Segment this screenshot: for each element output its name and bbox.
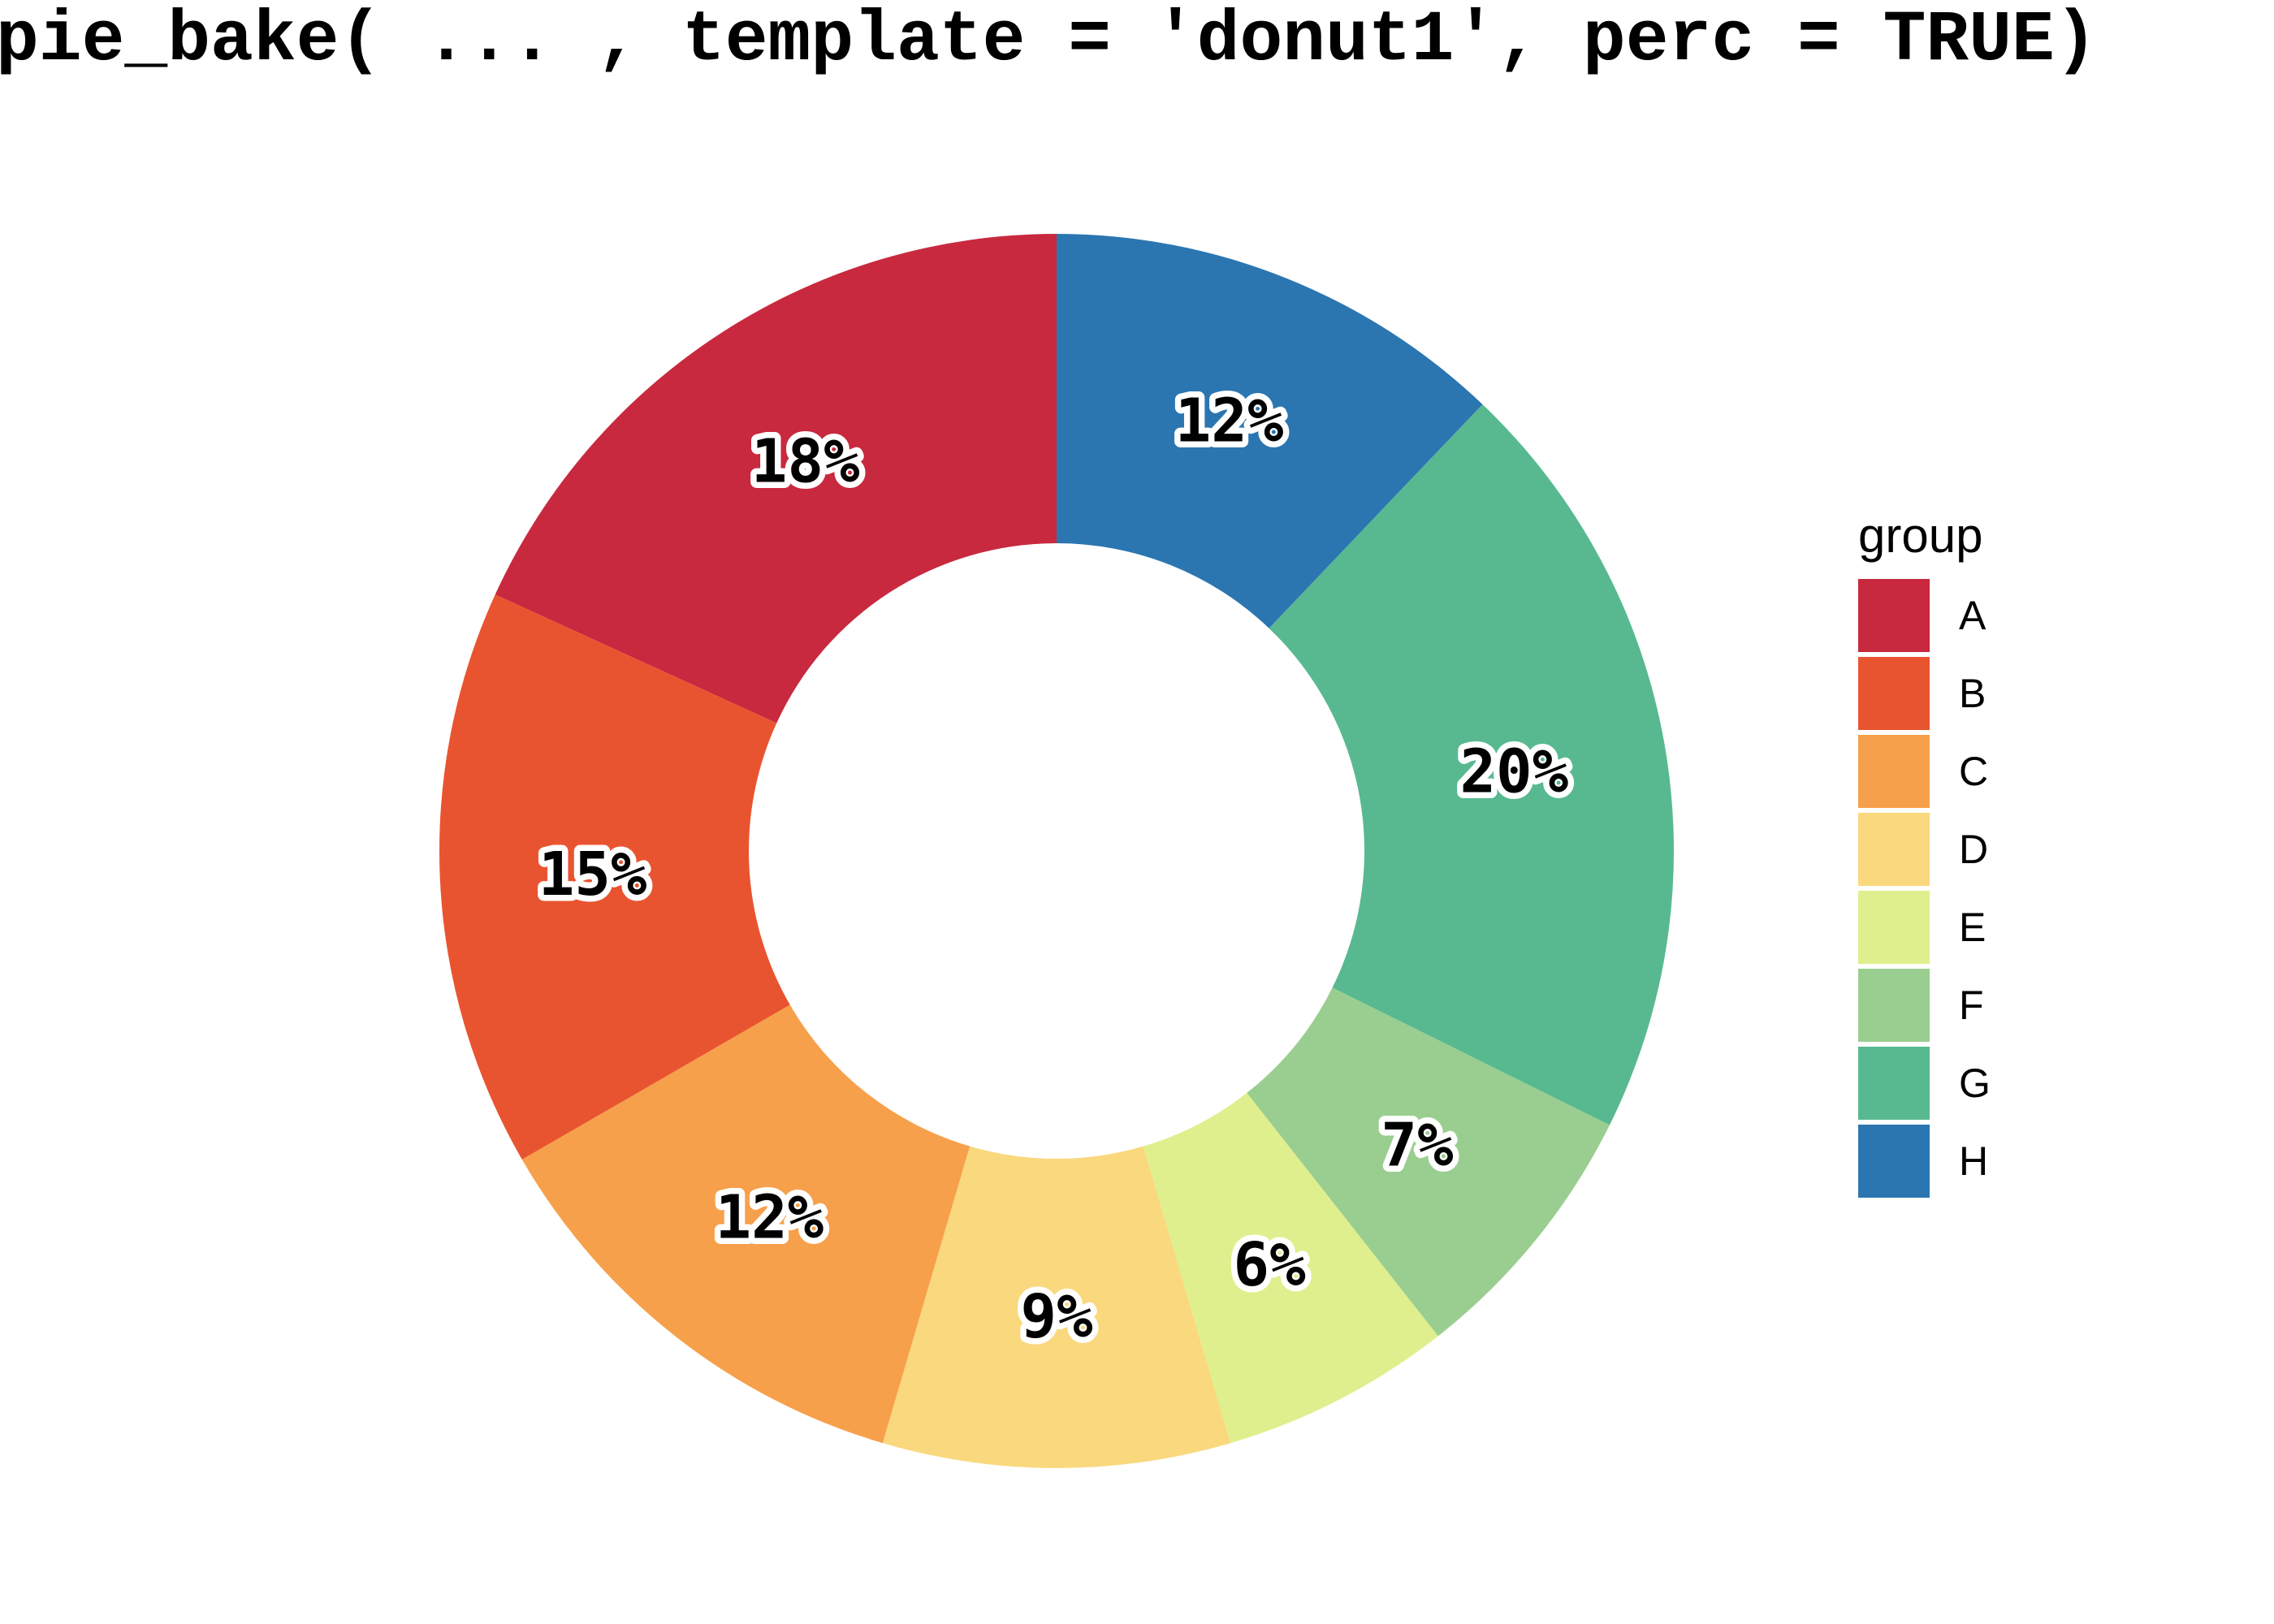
legend-title: group xyxy=(1858,508,1983,563)
slice-label-G: 20% xyxy=(1459,736,1568,806)
slice-H xyxy=(1057,234,1483,628)
legend-label: H xyxy=(1959,1138,1989,1184)
slice-label-C: 12% xyxy=(715,1182,824,1252)
legend-label: C xyxy=(1959,749,1989,794)
slice-A xyxy=(495,234,1057,723)
legend-swatch xyxy=(1858,1125,1930,1198)
legend-item-C: C xyxy=(1858,735,1991,808)
legend-swatch xyxy=(1858,891,1930,964)
slice-label-B: 15% xyxy=(538,840,647,909)
slice-G xyxy=(1269,404,1675,1125)
legend-item-E: E xyxy=(1858,891,1991,964)
legend-item-H: H xyxy=(1858,1125,1991,1198)
slice-label-D: 9% xyxy=(1020,1282,1093,1352)
plot-title: pie_bake( ... , template = 'donut1', per… xyxy=(0,1,2098,81)
donut-slices xyxy=(439,234,1675,1468)
legend-label: B xyxy=(1959,671,1987,716)
legend-item-G: G xyxy=(1858,1047,1991,1120)
legend-label: F xyxy=(1959,983,1984,1028)
legend-item-B: B xyxy=(1858,657,1991,730)
slice-D xyxy=(882,1146,1231,1468)
slice-E xyxy=(1143,1092,1438,1444)
legend-label: E xyxy=(1959,905,1987,950)
slice-label-E: 6% xyxy=(1234,1230,1307,1300)
legend-swatch xyxy=(1858,1047,1930,1120)
legend-label: D xyxy=(1959,827,1989,872)
legend-label: G xyxy=(1959,1060,1991,1106)
slice-C xyxy=(521,1004,971,1444)
slice-label-A: 18% xyxy=(751,426,860,496)
slice-label-F: 7% xyxy=(1381,1110,1454,1180)
legend-item-A: A xyxy=(1858,579,1991,652)
legend-swatch xyxy=(1858,579,1930,652)
legend-item-F: F xyxy=(1858,969,1991,1042)
legend-item-D: D xyxy=(1858,813,1991,886)
legend-swatch xyxy=(1858,657,1930,730)
legend-swatch xyxy=(1858,813,1930,886)
legend-label: A xyxy=(1959,593,1987,638)
slice-F xyxy=(1247,987,1610,1337)
legend-swatch xyxy=(1858,735,1930,808)
slice-label-H: 12% xyxy=(1175,387,1284,456)
slice-B xyxy=(439,594,790,1160)
donut-slice-labels: 18% 15% 12% 9% 6% 7% 20% 12% xyxy=(532,380,1575,1358)
legend-swatch xyxy=(1858,969,1930,1042)
